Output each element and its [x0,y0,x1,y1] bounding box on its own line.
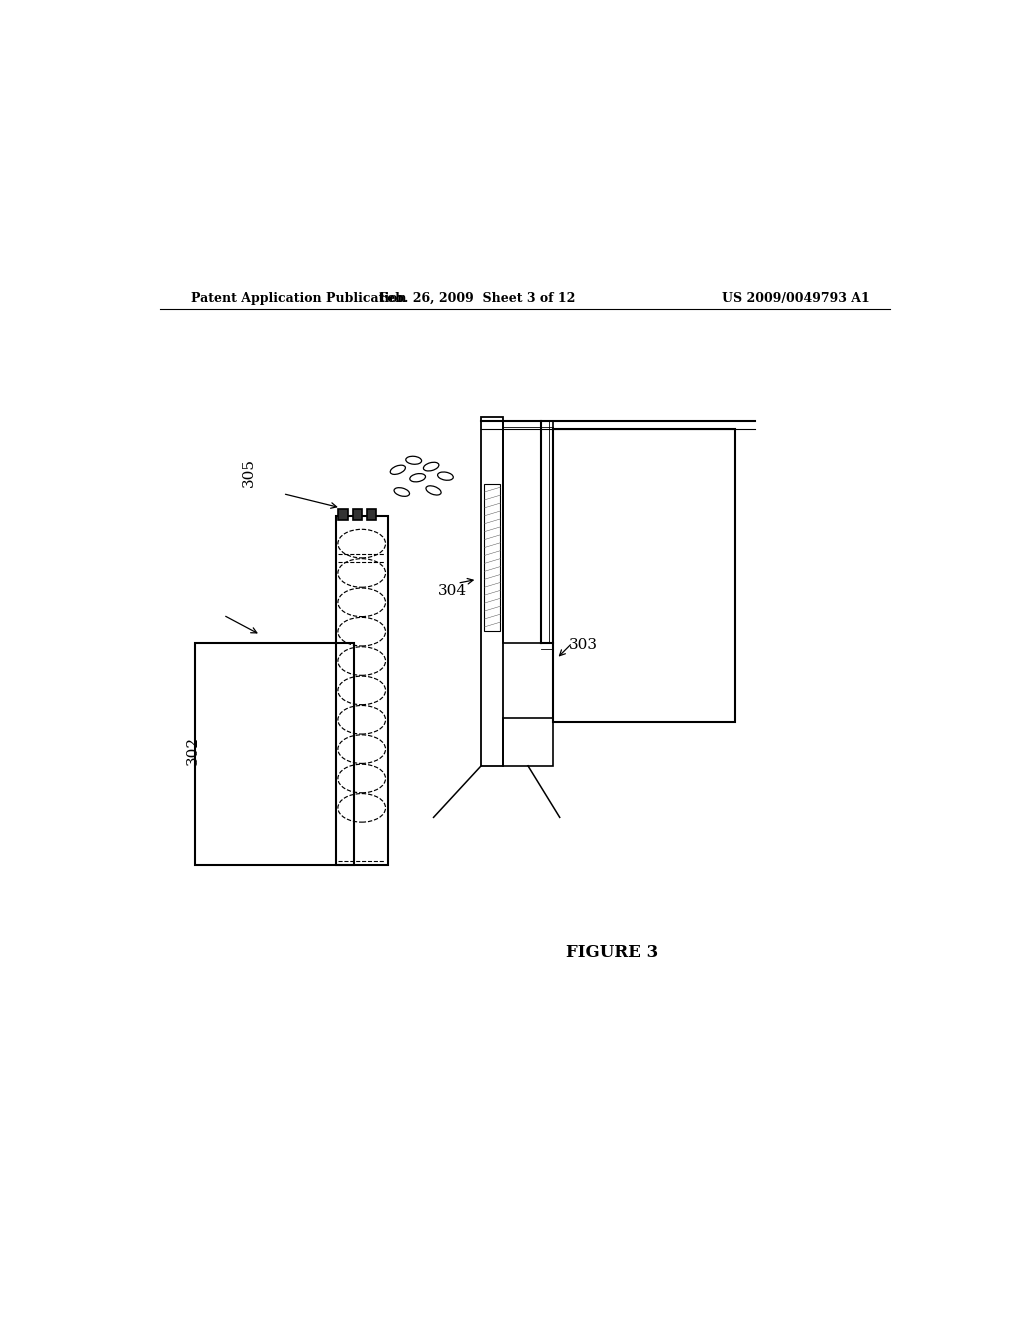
Bar [367,508,377,520]
Bar [484,484,500,631]
Bar [338,508,348,520]
Bar [352,508,362,520]
Bar [504,718,553,766]
Text: Feb. 26, 2009  Sheet 3 of 12: Feb. 26, 2009 Sheet 3 of 12 [379,292,575,305]
Text: US 2009/0049793 A1: US 2009/0049793 A1 [722,292,870,305]
Text: 305: 305 [242,458,255,487]
Text: 304: 304 [437,585,467,598]
Bar [196,643,354,865]
Text: 303: 303 [569,638,598,652]
Bar [336,516,387,865]
Bar [504,421,553,643]
Text: 302: 302 [186,735,200,764]
Text: Patent Application Publication: Patent Application Publication [191,292,407,305]
Bar [481,417,504,766]
Text: FIGURE 3: FIGURE 3 [566,944,658,961]
Bar [553,429,735,722]
